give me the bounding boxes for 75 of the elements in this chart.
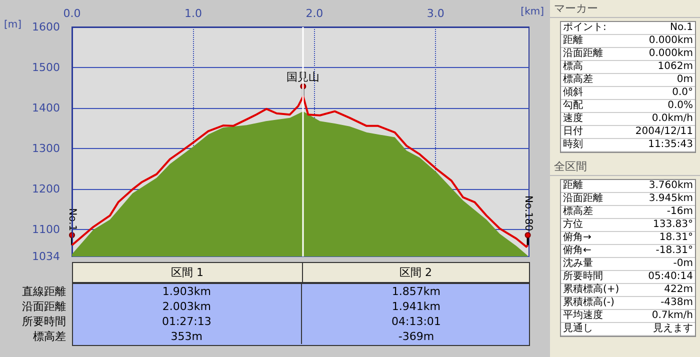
y-tick-label: 1500 <box>32 61 60 74</box>
text: 0.000km <box>648 48 693 60</box>
x-tick-label: 3.0 <box>426 7 444 20</box>
text: 3.760km <box>648 180 693 192</box>
text: マーカー <box>550 0 700 18</box>
text: -369m <box>301 329 530 344</box>
x-tick-label: 1.0 <box>184 7 202 20</box>
text: 1.941km <box>301 299 530 314</box>
text: 01:27:13 <box>160 314 212 329</box>
text: 0.7km/h <box>652 310 693 322</box>
text: 353m <box>170 329 204 344</box>
text: 日付 <box>563 126 583 138</box>
text: 俯角→ <box>563 232 592 244</box>
text: 傾斜 <box>563 87 583 99</box>
text: ポイント: <box>563 22 606 34</box>
text: 標高 <box>563 61 583 73</box>
y-tick-label: 1400 <box>32 102 60 115</box>
text: 沿面距離 <box>563 193 603 205</box>
text: 沿面距離 <box>20 299 67 314</box>
text: 所要時間 <box>563 271 603 283</box>
category-label: 区間 2 <box>302 263 529 282</box>
text: 標高差 <box>563 206 593 218</box>
text: 2.003km <box>161 299 212 314</box>
text: No.1 <box>670 22 693 34</box>
text: 見えます <box>653 323 693 335</box>
text: 勾配 <box>563 100 583 112</box>
x-tick-label: 2.0 <box>306 7 324 20</box>
text: 距離 <box>563 180 583 192</box>
x-axis-title: [km] <box>520 6 544 18</box>
text: 0.000km <box>648 35 693 47</box>
y-axis-title: [m] <box>4 20 22 30</box>
x-tick-label: 0.0 <box>63 7 81 20</box>
text: 1.903km <box>161 284 212 299</box>
text: 平均速度 <box>563 310 603 322</box>
text: 18.31° <box>659 232 693 244</box>
text: 所要時間 <box>20 314 67 329</box>
text: 11:35:43 <box>648 139 693 151</box>
text: 標高差 <box>563 74 593 86</box>
text: -18.31° <box>656 245 693 257</box>
text: 見通し <box>563 323 593 335</box>
annotation: No.180 <box>522 195 534 232</box>
text: 距離 <box>563 35 583 47</box>
text: 時刻 <box>563 139 583 151</box>
text: 0.0% <box>668 100 693 112</box>
text: 133.83° <box>653 219 693 231</box>
y-tick-label: 1600 <box>32 20 60 34</box>
text: 累積標高(-) <box>563 297 614 309</box>
text: 1.857km <box>301 284 530 299</box>
text: 0m <box>676 74 693 86</box>
text: 全区間 <box>550 158 700 176</box>
text: -16m <box>666 206 693 218</box>
y-tick-label: 1100 <box>32 223 60 236</box>
text: 05:40:14 <box>648 271 693 283</box>
text: 沿面距離 <box>563 48 603 60</box>
category-label: 区間 1 <box>170 265 204 281</box>
text: 累積標高(+) <box>563 284 620 296</box>
text: 2004/12/11 <box>635 126 693 138</box>
text: 俯角← <box>563 245 592 257</box>
text: 直線距離 <box>20 284 67 299</box>
annotation: 国見山 <box>286 70 320 84</box>
text: 標高差 <box>32 329 67 344</box>
text: 3.945km <box>648 193 693 205</box>
y-tick-label: 1034 <box>32 250 60 263</box>
text: -438m <box>660 297 693 309</box>
text: 422m <box>664 284 693 296</box>
y-tick-label: 1300 <box>32 142 60 156</box>
text: 速度 <box>563 113 583 125</box>
text: 0.0km/h <box>652 113 693 125</box>
text: 0.0° <box>672 87 693 99</box>
text: 04:13:01 <box>301 314 530 329</box>
y-tick-label: 1200 <box>32 182 60 196</box>
text: 方位 <box>563 219 583 231</box>
text: 沈み量 <box>563 258 593 270</box>
text: 1062m <box>658 61 693 73</box>
text: -0m <box>673 258 693 270</box>
